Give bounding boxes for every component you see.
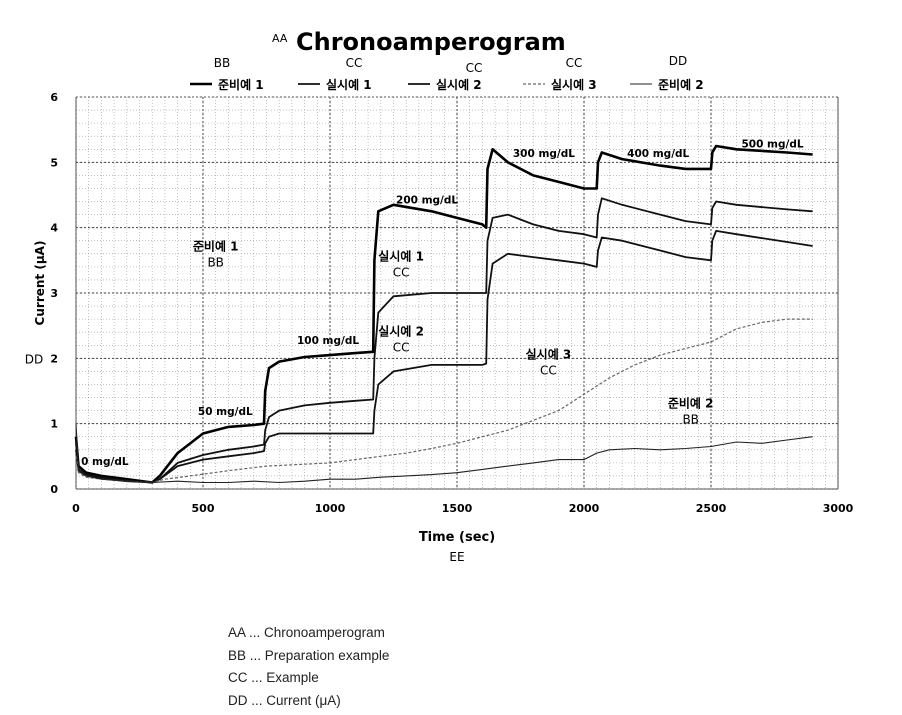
annotations: 0 mg/dL 50 mg/dL 100 mg/dL 200 mg/dL 300 mg/…: [81, 138, 804, 468]
series-callout: 실시예 1: [378, 248, 424, 263]
glossary-line: CC ... Example: [228, 667, 628, 690]
x-tick-label: 0: [72, 502, 80, 515]
y-axis-marker: DD: [25, 352, 43, 366]
legend-label: 준비예 2: [658, 77, 704, 92]
concentration-label: 400 mg/dL: [627, 148, 689, 160]
legend-marker: DD: [669, 54, 687, 68]
x-axis-marker: EE: [449, 550, 464, 564]
concentration-label: 0 mg/dL: [81, 456, 129, 468]
series-callout: 실시예 3: [526, 346, 572, 361]
legend-label: 실시예 3: [551, 77, 597, 92]
legend-marker: CC: [346, 56, 363, 70]
y-tick-label: 2: [50, 352, 58, 365]
glossary-line: BB ... Preparation example: [228, 645, 628, 668]
concentration-label: 50 mg/dL: [198, 406, 253, 418]
x-axis-title: Time (sec): [419, 530, 495, 545]
axes: 0 500 1000 1500 2000 2500 3000 0 1 2 3 4 5 6: [50, 91, 853, 515]
x-tick-label: 500: [192, 502, 215, 515]
glossary: AA ... Chronoamperogram BB ... Preparati…: [228, 622, 628, 712]
y-tick-label: 1: [50, 418, 58, 431]
concentration-label: 100 mg/dL: [297, 335, 359, 347]
legend-label: 실시예 2: [436, 77, 482, 92]
concentration-label: 200 mg/dL: [396, 194, 458, 206]
series-callout-marker: BB: [207, 256, 223, 270]
legend-label: 실시예 1: [326, 77, 372, 92]
series-callout-marker: CC: [393, 340, 410, 354]
concentration-label: 300 mg/dL: [513, 148, 575, 160]
series-callout-marker: CC: [540, 363, 557, 377]
series-callout: 준비예 2: [668, 395, 714, 410]
chronoamperogram-chart: 0 500 1000 1500 2000 2500 3000 0 1 2 3 4 5 6 0 mg/dL 5…: [0, 0, 902, 600]
y-tick-label: 0: [50, 483, 58, 496]
y-tick-label: 3: [50, 287, 58, 300]
series-callout-marker: CC: [393, 265, 410, 279]
glossary-line: DD ... Current (μA): [228, 690, 628, 713]
y-tick-label: 4: [50, 222, 58, 235]
y-tick-label: 6: [50, 91, 58, 104]
x-tick-label: 1500: [442, 502, 473, 515]
x-tick-label: 3000: [823, 502, 854, 515]
series-callout: 실시예 2: [378, 323, 424, 338]
legend-marker: CC: [466, 61, 483, 75]
x-tick-label: 2500: [696, 502, 727, 515]
legend-marker: CC: [566, 56, 583, 70]
series-callout-marker: BB: [682, 412, 698, 426]
glossary-line: AA ... Chronoamperogram: [228, 622, 628, 645]
chart-title: Chronoamperogram: [296, 28, 566, 56]
legend-label: 준비예 1: [218, 77, 264, 92]
legend-marker: BB: [214, 56, 230, 70]
x-tick-label: 2000: [569, 502, 600, 515]
y-axis-title: Current (μA): [33, 241, 47, 326]
series-line: [76, 424, 813, 483]
y-tick-label: 5: [50, 156, 58, 169]
title-marker: AA: [272, 32, 288, 45]
concentration-label: 500 mg/dL: [741, 138, 803, 150]
series-callout: 준비예 1: [193, 239, 239, 254]
x-tick-label: 1000: [315, 502, 346, 515]
